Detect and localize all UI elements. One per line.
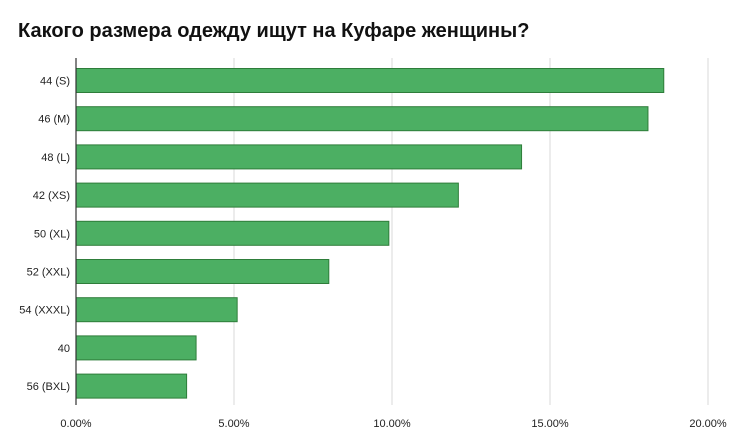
bar-3	[75, 182, 459, 208]
y-tick-label-7: 40	[58, 343, 70, 355]
y-tick-label-1: 46 (M)	[38, 114, 70, 126]
y-tick-label-3: 42 (XS)	[33, 190, 70, 202]
y-tick-label-0: 44 (S)	[40, 76, 70, 88]
y-tick-label-5: 52 (XXL)	[27, 267, 70, 279]
x-tick-label-3: 15.00%	[531, 418, 569, 430]
x-tick-label-1: 5.00%	[218, 418, 249, 430]
bar-8	[75, 373, 188, 399]
y-tick-label-2: 48 (L)	[41, 152, 70, 164]
y-tick-label-4: 50 (XL)	[34, 228, 70, 240]
x-tick-label-2: 10.00%	[373, 418, 411, 430]
chart-title: Какого размера одежду ищут на Куфаре жен…	[18, 20, 530, 42]
bar-1	[75, 106, 649, 132]
bar-0	[75, 68, 665, 93]
y-tick-label-6: 54 (XXXL)	[19, 305, 70, 317]
bar-6	[75, 297, 238, 323]
bar-2	[75, 144, 523, 170]
bar-7	[75, 335, 197, 361]
bar-5	[75, 259, 330, 284]
x-tick-label-4: 20.00%	[689, 418, 727, 430]
bar-4	[75, 220, 390, 246]
x-tick-label-0: 0.00%	[60, 418, 91, 430]
y-tick-label-8: 56 (BXL)	[27, 381, 70, 393]
